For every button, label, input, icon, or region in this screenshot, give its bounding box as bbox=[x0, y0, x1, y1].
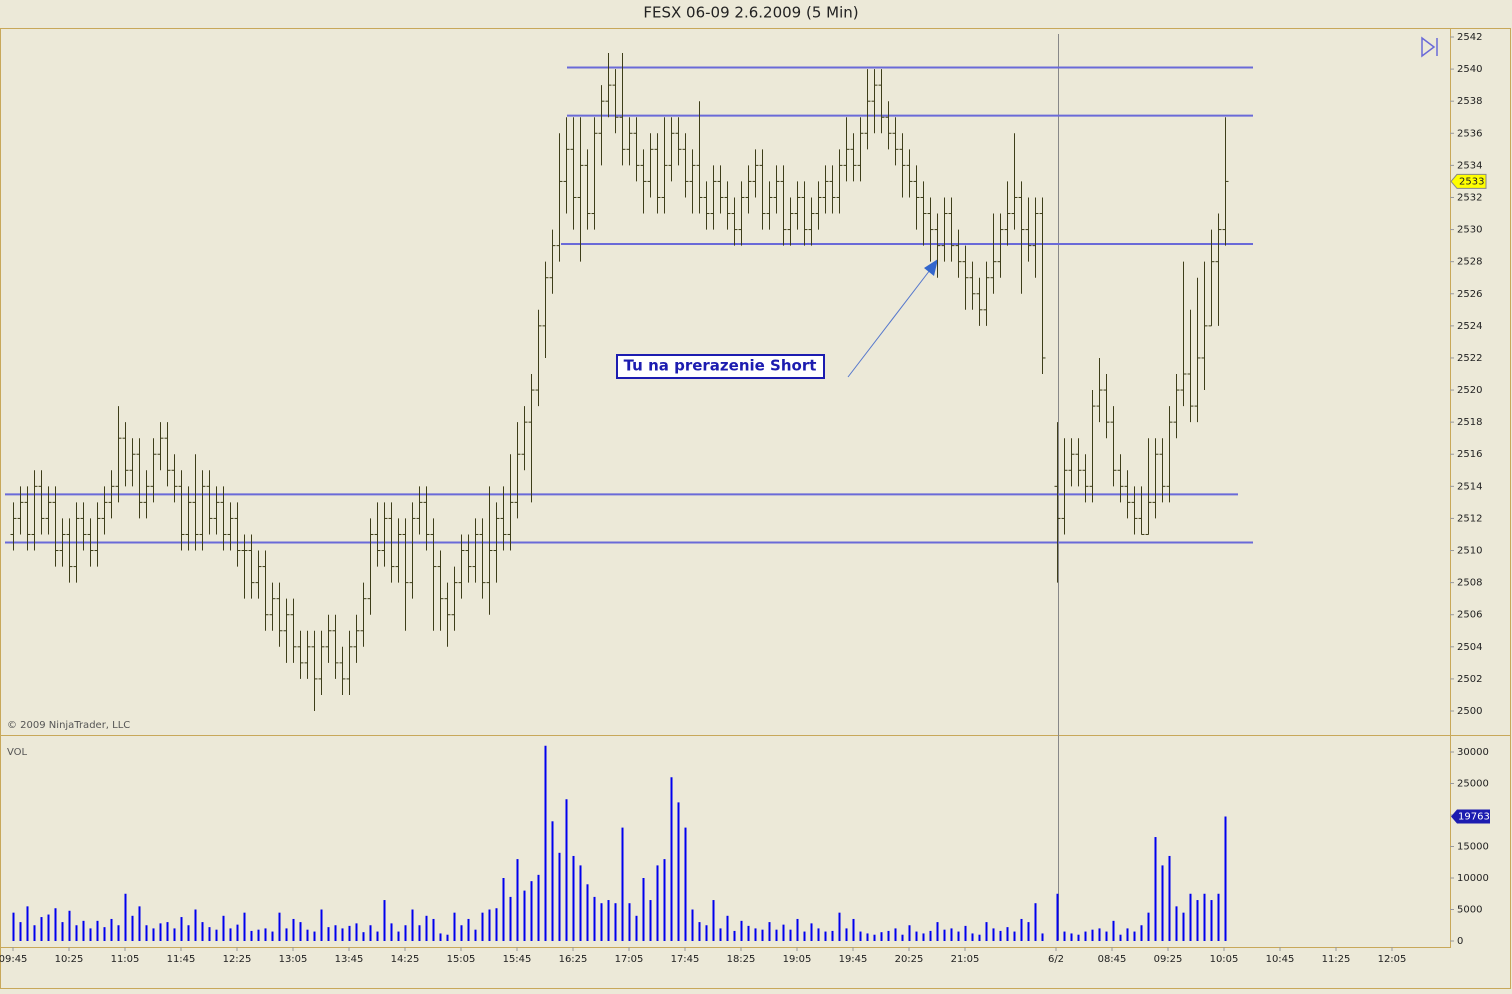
y-tick-label: 2536 bbox=[1457, 128, 1482, 139]
x-tick-label: 10:25 bbox=[55, 954, 84, 965]
x-tick-label: 12:05 bbox=[1378, 954, 1407, 965]
y-tick-label: 15000 bbox=[1457, 842, 1489, 853]
y-tick-label: 2502 bbox=[1457, 674, 1482, 685]
x-tick-label: 19:45 bbox=[839, 954, 868, 965]
y-tick-label: 2520 bbox=[1457, 385, 1482, 396]
y-tick-label: 2538 bbox=[1457, 96, 1482, 107]
chart-title: FESX 06-09 2.6.2009 (5 Min) bbox=[643, 4, 858, 22]
y-tick-label: 2528 bbox=[1457, 257, 1482, 268]
y-tick-label: 2516 bbox=[1457, 449, 1482, 460]
y-tick-label: 2532 bbox=[1457, 192, 1482, 203]
x-tick-label: 08:45 bbox=[1098, 954, 1127, 965]
x-tick-label: 20:25 bbox=[895, 954, 924, 965]
x-tick-label: 6/2 bbox=[1048, 954, 1064, 965]
y-tick-label: 2506 bbox=[1457, 610, 1482, 621]
y-tick-label: 2530 bbox=[1457, 225, 1482, 236]
x-tick-label: 11:05 bbox=[111, 954, 140, 965]
x-tick-label: 17:45 bbox=[671, 954, 700, 965]
y-tick-label: 0 bbox=[1457, 936, 1463, 947]
x-tick-label: 15:45 bbox=[503, 954, 532, 965]
annotation-box bbox=[616, 354, 825, 379]
x-tick-label: 13:45 bbox=[335, 954, 364, 965]
y-tick-label: 2542 bbox=[1457, 32, 1482, 43]
x-tick-label: 14:25 bbox=[391, 954, 420, 965]
x-tick-label: 19:05 bbox=[783, 954, 812, 965]
last-price: 2533 bbox=[1459, 176, 1484, 187]
y-tick-label: 10000 bbox=[1457, 873, 1489, 884]
last-volume-tag bbox=[1451, 809, 1490, 824]
last-volume: 19763 bbox=[1458, 811, 1490, 822]
y-tick-label: 2500 bbox=[1457, 706, 1482, 717]
x-tick-label: 09:25 bbox=[1154, 954, 1183, 965]
annotation-arrow bbox=[847, 269, 931, 378]
y-tick-label: 2508 bbox=[1457, 578, 1482, 589]
y-tick-label: 2514 bbox=[1457, 481, 1482, 492]
y-tick-label: 2524 bbox=[1457, 321, 1482, 332]
copyright: © 2009 NinjaTrader, LLC bbox=[7, 720, 130, 731]
y-tick-label: 2504 bbox=[1457, 642, 1482, 653]
volume-label: VOL bbox=[7, 747, 28, 758]
y-tick-label: 2526 bbox=[1457, 289, 1482, 300]
x-tick-label: 10:05 bbox=[1210, 954, 1239, 965]
x-tick-label: 11:45 bbox=[167, 954, 196, 965]
y-tick-label: 2522 bbox=[1457, 353, 1482, 364]
y-tick-label: 5000 bbox=[1457, 905, 1482, 916]
y-tick-label: 30000 bbox=[1457, 747, 1489, 758]
x-tick-label: 13:05 bbox=[279, 954, 308, 965]
last-price-tag bbox=[1450, 173, 1487, 189]
arrow-head bbox=[924, 259, 938, 276]
x-tick-label: 16:25 bbox=[559, 954, 588, 965]
frame bbox=[0, 28, 1511, 989]
y-tick-label: 25000 bbox=[1457, 779, 1489, 790]
y-tick-label: 2540 bbox=[1457, 64, 1482, 75]
y-tick-label: 2512 bbox=[1457, 513, 1482, 524]
x-tick-label: 10:45 bbox=[1266, 954, 1295, 965]
x-tick-label: 21:05 bbox=[951, 954, 980, 965]
annotation-text: Tu na prerazenie Short bbox=[624, 357, 817, 375]
x-tick-label: 18:25 bbox=[727, 954, 756, 965]
y-tick-label: 2518 bbox=[1457, 417, 1482, 428]
x-tick-label: 15:05 bbox=[447, 954, 476, 965]
x-tick-label: 12:25 bbox=[223, 954, 252, 965]
x-tick-label: 09:45 bbox=[0, 954, 27, 965]
y-tick-label: 2510 bbox=[1457, 546, 1482, 557]
x-tick-label: 11:25 bbox=[1322, 954, 1351, 965]
y-tick-label: 2534 bbox=[1457, 160, 1482, 171]
scroll-end-icon[interactable] bbox=[1421, 36, 1438, 58]
x-tick-label: 17:05 bbox=[615, 954, 644, 965]
